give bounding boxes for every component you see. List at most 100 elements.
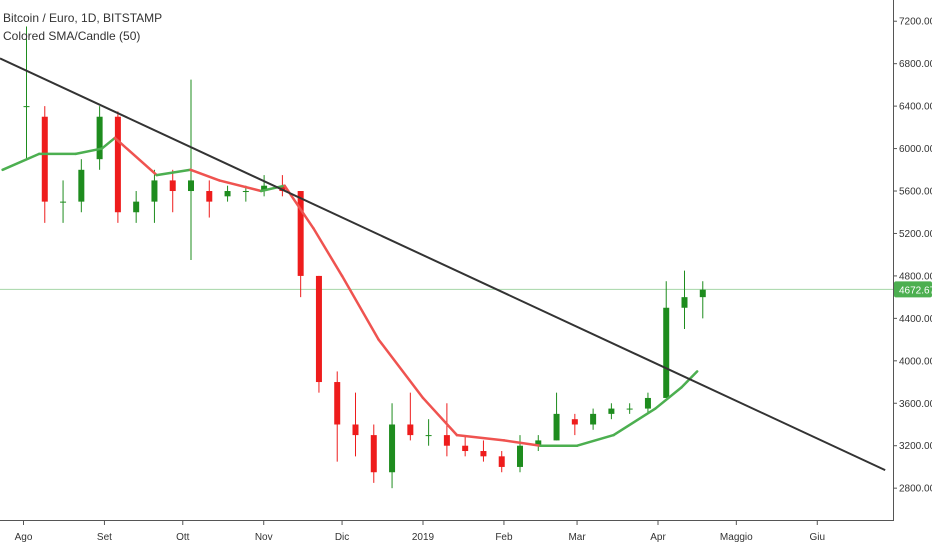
candle-body <box>242 191 249 193</box>
candle-body <box>96 116 103 160</box>
price-tick-label: 3600.00 <box>899 399 932 410</box>
candle <box>23 26 30 160</box>
candle-body <box>370 435 377 473</box>
candle <box>389 403 396 489</box>
candle <box>626 403 633 414</box>
time-tick-label: 2019 <box>412 532 435 543</box>
candle-body <box>297 191 304 276</box>
candle-body <box>78 169 85 202</box>
last-price-label: 4672.67 <box>899 285 932 296</box>
candle-body <box>553 413 560 441</box>
candle <box>407 392 414 441</box>
candle-body <box>407 424 414 436</box>
candle-body <box>699 289 706 298</box>
price-tick-label: 3200.00 <box>899 441 932 452</box>
candle <box>608 403 615 420</box>
price-tick-label: 4400.00 <box>899 314 932 325</box>
candle <box>224 185 231 202</box>
candle-body <box>462 445 469 452</box>
time-tick-label: Maggio <box>720 532 753 543</box>
trendline-segment <box>0 57 886 472</box>
candle <box>663 281 670 398</box>
time-tick-label: Ott <box>176 532 190 543</box>
candle <box>462 435 469 457</box>
candle-body <box>169 180 176 192</box>
indicator-title[interactable]: Colored SMA/Candle (50) <box>3 29 141 43</box>
candle-body <box>261 185 268 192</box>
candle-body <box>535 440 542 446</box>
candle <box>517 435 523 473</box>
price-tick-label: 6800.00 <box>899 59 932 70</box>
symbol-title[interactable]: Bitcoin / Euro, 1D, BITSTAMP <box>3 11 163 25</box>
last-price-tag-box <box>894 281 932 298</box>
time-tick-label: Apr <box>650 532 666 543</box>
candle <box>681 270 688 329</box>
candle <box>169 169 176 213</box>
candle-body <box>425 435 432 437</box>
sma-segment <box>421 396 459 437</box>
time-tick-label: Nov <box>255 532 273 543</box>
price-tick-label: 4800.00 <box>899 271 932 282</box>
sma-segment <box>612 407 657 437</box>
candle-body <box>114 116 121 213</box>
candle-body <box>663 307 670 398</box>
trendline <box>0 57 886 472</box>
candle <box>60 180 67 223</box>
candle-body <box>23 106 30 108</box>
sma-line <box>1 136 699 447</box>
candle <box>315 275 322 393</box>
price-tick-label: 6000.00 <box>899 144 932 155</box>
candle <box>151 169 158 223</box>
time-tick-label: Dic <box>335 532 349 543</box>
sma-segment <box>189 168 221 182</box>
candle-body <box>151 180 158 202</box>
sma-segment <box>100 136 117 150</box>
candle-body <box>480 451 487 457</box>
candle-body <box>626 408 633 410</box>
time-tick-label: Feb <box>495 532 513 543</box>
candle <box>535 435 542 452</box>
candle <box>425 419 432 446</box>
candle-body <box>334 382 341 425</box>
candle <box>443 403 450 457</box>
candle-body <box>443 435 450 446</box>
candle-body <box>389 424 396 473</box>
sma-segment <box>1 152 41 172</box>
sma-segment <box>502 439 542 447</box>
price-tick-label: 6400.00 <box>899 102 932 113</box>
sma-segment <box>218 179 263 193</box>
candle-body <box>608 408 615 414</box>
sma-segment <box>113 136 158 177</box>
candle <box>498 451 505 473</box>
candle <box>78 159 85 213</box>
sma-segment <box>312 226 344 278</box>
candle <box>699 281 706 319</box>
candles-layer <box>23 26 706 489</box>
candle <box>644 392 651 414</box>
price-axis[interactable]: 7200.00 6800.00 6400.00 6000.00 5600.00 5200.… <box>893 17 932 495</box>
axis-panel-bg <box>893 0 932 550</box>
candle-body <box>60 201 67 203</box>
price-tick-label: 7200.00 <box>899 17 932 28</box>
candle-body <box>188 180 194 192</box>
candle <box>553 392 560 441</box>
price-tick-label: 5200.00 <box>899 229 932 240</box>
candle-body <box>681 297 688 308</box>
candle-body <box>315 275 322 383</box>
time-axis-bg <box>0 520 932 550</box>
candle-body <box>590 413 597 425</box>
time-axis[interactable]: Ago Set Ott Nov Dic 2019 Feb Mar Apr Maggio Giu <box>15 520 825 543</box>
price-tick-label: 2800.00 <box>899 484 932 495</box>
candle-body <box>41 116 48 202</box>
candle <box>370 424 377 483</box>
price-tick-label: 4000.00 <box>899 356 932 367</box>
time-tick-label: Set <box>97 532 112 543</box>
candle-body <box>224 191 231 197</box>
time-tick-label: Mar <box>568 532 586 543</box>
candle <box>133 191 140 223</box>
sma-segment <box>575 433 615 447</box>
sma-segment <box>74 147 104 156</box>
candle <box>334 371 341 462</box>
candle <box>352 392 359 457</box>
